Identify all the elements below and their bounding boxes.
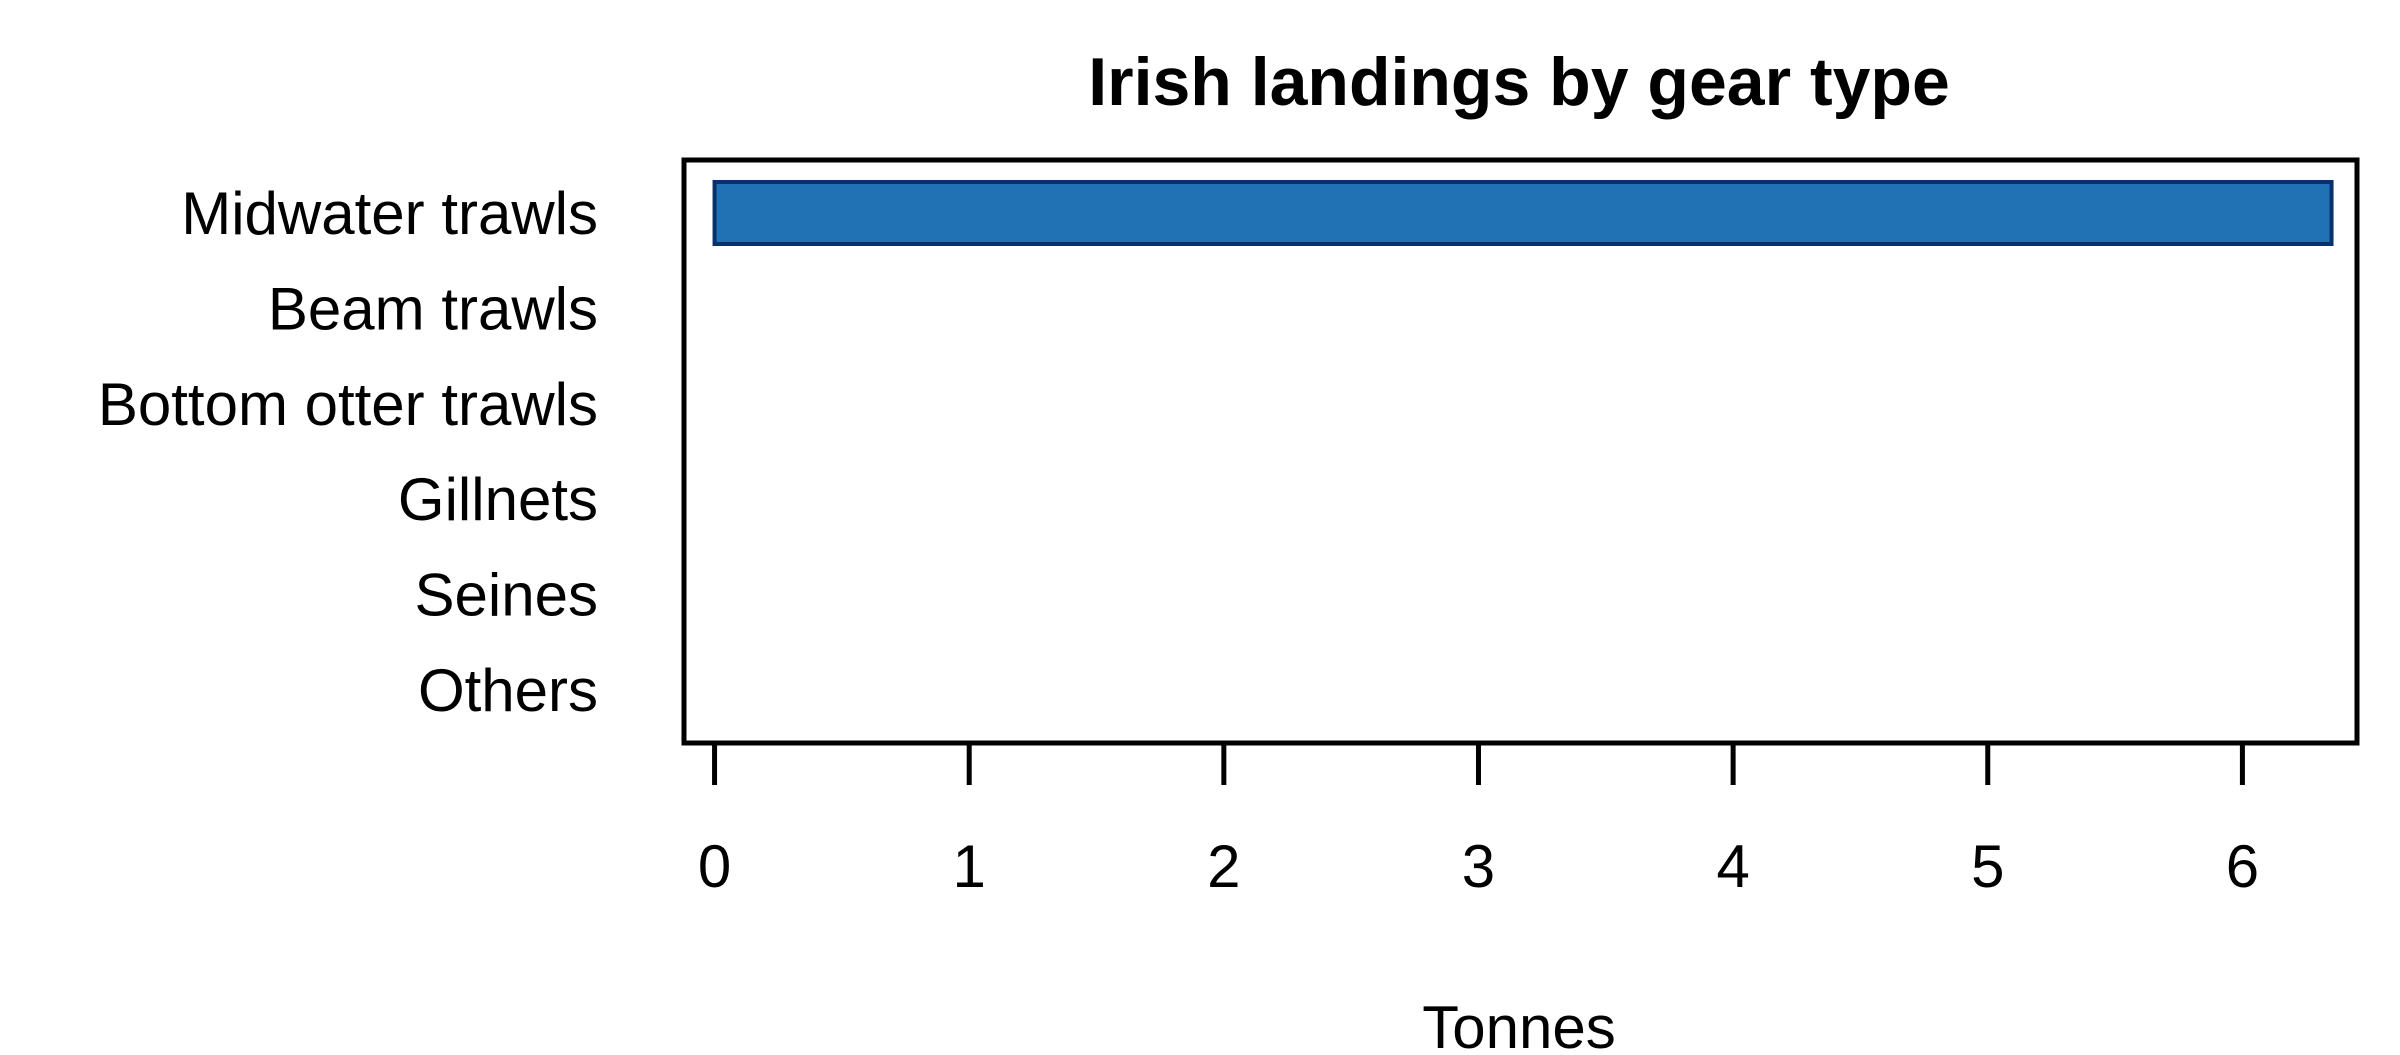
category-label: Others	[418, 657, 598, 724]
category-label: Beam trawls	[268, 275, 598, 342]
x-axis: 0 1 2 3 4 5 6	[698, 740, 2259, 900]
x-tick-label: 0	[698, 833, 731, 900]
x-tick-label: 4	[1716, 833, 1749, 900]
x-tick-label: 3	[1462, 833, 1495, 900]
category-label: Seines	[415, 562, 598, 629]
x-tick-label: 1	[953, 833, 986, 900]
category-labels: Midwater trawls Beam trawls Bottom otter t…	[98, 180, 598, 724]
x-tick-label: 6	[2226, 833, 2259, 900]
plot-frame	[681, 157, 2360, 746]
chart-title: Irish landings by gear type	[1088, 44, 1950, 120]
x-tick-label: 2	[1207, 833, 1240, 900]
category-label: Midwater trawls	[181, 180, 598, 247]
category-label: Bottom otter trawls	[98, 371, 598, 438]
bar	[712, 180, 2334, 246]
x-tick-label: 5	[1971, 833, 2004, 900]
bars-group	[712, 180, 2334, 246]
x-axis-title: Tonnes	[1422, 994, 1615, 1050]
category-label: Gillnets	[398, 466, 598, 533]
